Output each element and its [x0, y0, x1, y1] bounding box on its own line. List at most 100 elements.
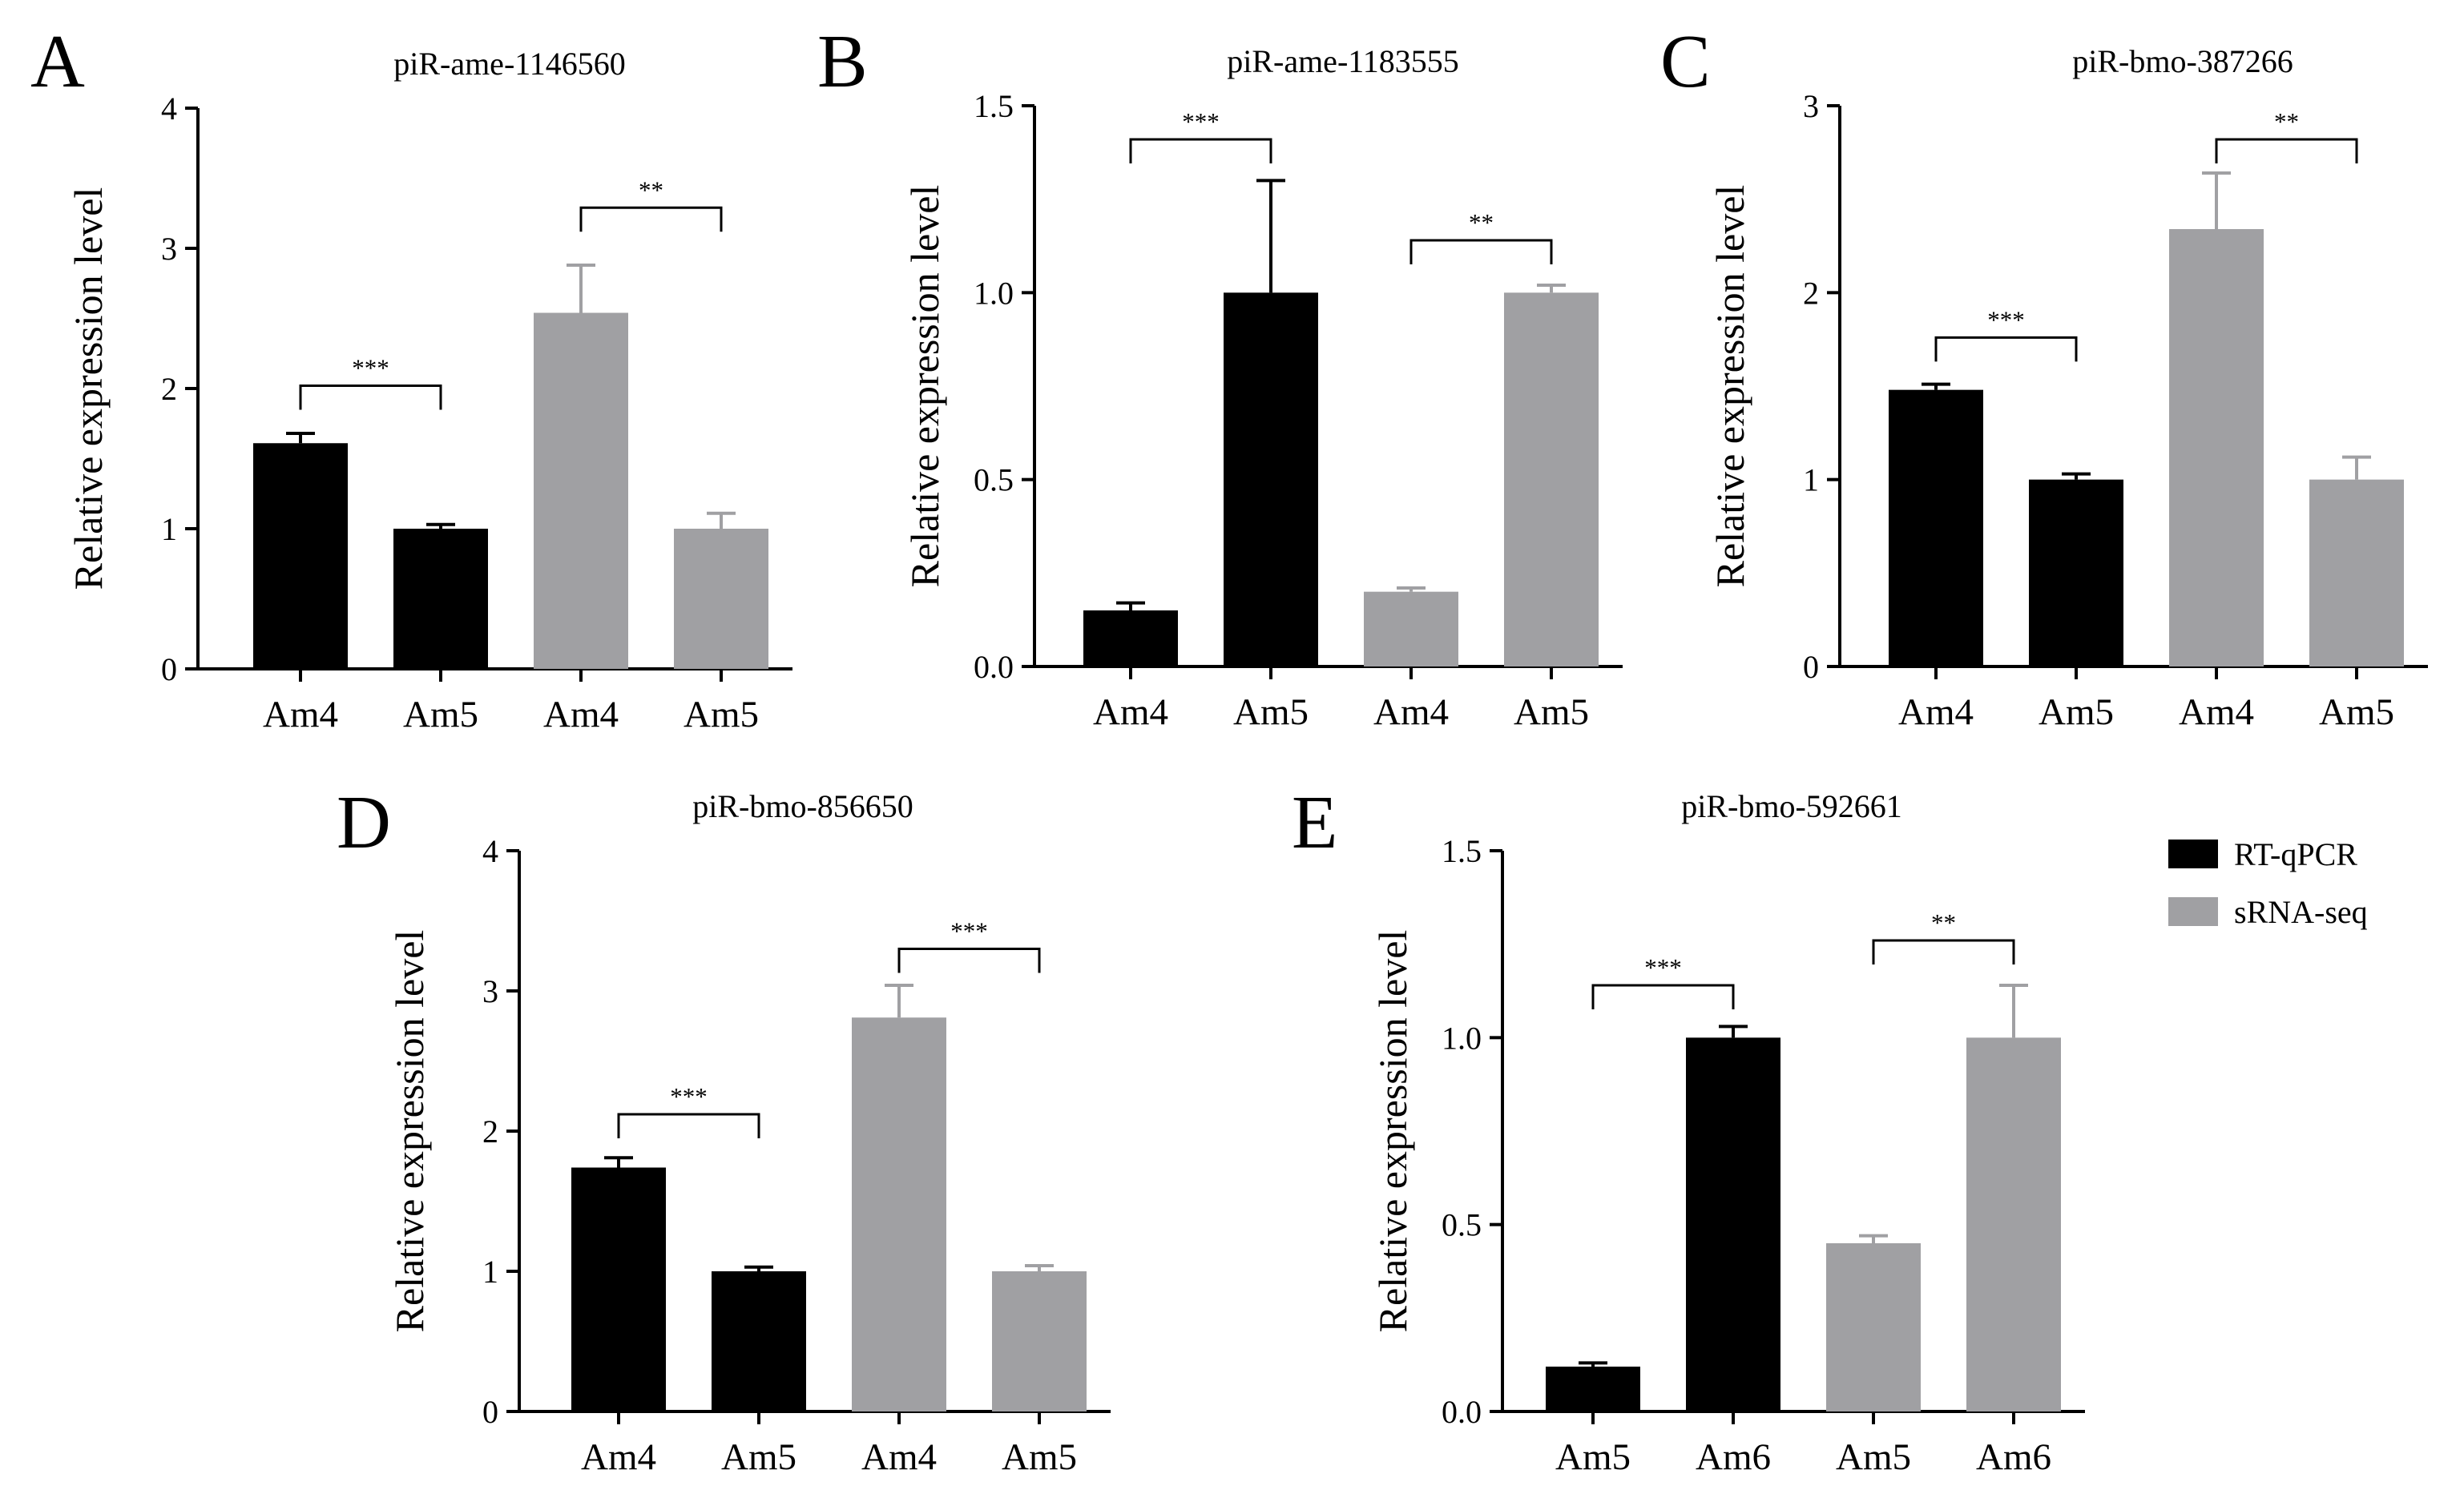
bar — [852, 1017, 946, 1411]
y-axis-label: Relative expression level — [1370, 930, 1415, 1333]
y-tick-label: 1 — [482, 1254, 498, 1290]
significance-bracket — [1591, 984, 1735, 1009]
bar — [2029, 479, 2123, 666]
bar — [1504, 292, 1599, 666]
y-axis-label: Relative expression level — [902, 185, 947, 588]
x-tick-label: Am5 — [684, 694, 759, 735]
significance-bracket — [299, 385, 442, 410]
x-tick-label: Am5 — [1002, 1436, 1077, 1478]
y-axis-label: Relative expression level — [1708, 185, 1752, 588]
y-tick-label: 0.5 — [974, 462, 1014, 498]
x-tick-label: Am5 — [2039, 691, 2114, 733]
x-tick-label: Am5 — [721, 1436, 796, 1478]
x-tick-label: Am5 — [1233, 691, 1309, 733]
significance-bracket — [897, 948, 1041, 973]
bar — [1546, 1367, 1640, 1411]
bar — [1966, 1037, 2061, 1411]
significance-label: ** — [1469, 208, 1494, 236]
x-tick-label: Am4 — [1093, 691, 1168, 733]
y-axis-label: Relative expression level — [387, 930, 432, 1333]
legend-swatch-rt-qpcr — [2168, 840, 2218, 868]
legend: RT-qPCR sRNA-seq — [2168, 836, 2368, 930]
y-tick-label: 2 — [161, 371, 177, 407]
y-tick-label: 0.5 — [1442, 1207, 1482, 1243]
bar — [393, 529, 488, 669]
legend-label-srna-seq: sRNA-seq — [2234, 894, 2368, 930]
x-tick-label: Am6 — [1976, 1436, 2051, 1478]
bar — [2169, 229, 2264, 666]
y-tick-label: 0 — [161, 651, 177, 687]
y-tick-label: 1.0 — [1442, 1020, 1482, 1056]
x-tick-label: Am4 — [543, 694, 619, 735]
x-tick-label: Am4 — [263, 694, 338, 735]
y-tick-label: 2 — [1803, 275, 1819, 311]
x-tick-label: Am4 — [861, 1436, 937, 1478]
panel-title: piR-bmo-387266 — [2072, 43, 2293, 79]
x-tick-label: Am5 — [1514, 691, 1589, 733]
y-tick-label: 0.0 — [1442, 1394, 1482, 1430]
panel-letter: D — [337, 781, 391, 864]
x-tick-label: Am5 — [403, 694, 478, 735]
y-tick-label: 4 — [482, 833, 498, 869]
bar — [253, 443, 348, 669]
bar — [712, 1271, 806, 1411]
y-tick-label: 1 — [161, 511, 177, 547]
bar — [674, 529, 768, 669]
legend-swatch-srna-seq — [2168, 897, 2218, 926]
x-tick-label: Am6 — [1696, 1436, 1771, 1478]
bar — [1826, 1243, 1921, 1411]
bar — [1889, 389, 1983, 666]
significance-bracket — [1872, 939, 2015, 964]
y-tick-label: 4 — [161, 91, 177, 127]
y-tick-label: 1.5 — [974, 88, 1014, 124]
significance-label: ** — [2274, 107, 2299, 135]
x-tick-label: Am5 — [2319, 691, 2394, 733]
x-tick-label: Am4 — [1373, 691, 1449, 733]
bar — [1083, 610, 1178, 666]
bar — [1224, 292, 1318, 666]
significance-label: ** — [1931, 908, 1956, 936]
panel-title: piR-ame-1146560 — [393, 46, 626, 82]
bar — [2309, 479, 2404, 666]
bar — [534, 312, 628, 669]
significance-label: *** — [670, 1082, 708, 1110]
y-tick-label: 0 — [1803, 649, 1819, 685]
panel-letter: C — [1660, 20, 1711, 103]
panel-title: piR-bmo-856650 — [692, 788, 913, 824]
bar — [571, 1167, 666, 1411]
x-tick-label: Am4 — [581, 1436, 656, 1478]
bar — [992, 1271, 1087, 1411]
y-axis-label: Relative expression level — [66, 187, 111, 590]
y-tick-label: 1.5 — [1442, 833, 1482, 869]
significance-label: *** — [352, 354, 389, 382]
significance-bracket — [617, 1113, 760, 1138]
y-tick-label: 3 — [161, 231, 177, 267]
y-tick-label: 1.0 — [974, 275, 1014, 311]
significance-label: *** — [950, 917, 988, 945]
significance-bracket — [1934, 336, 2078, 362]
y-tick-label: 1 — [1803, 462, 1819, 498]
y-tick-label: 3 — [482, 973, 498, 1009]
x-tick-label: Am5 — [1836, 1436, 1911, 1478]
significance-label: *** — [1644, 953, 1682, 981]
x-tick-label: Am4 — [1898, 691, 1974, 733]
bar — [1686, 1037, 1780, 1411]
panel-title: piR-bmo-592661 — [1681, 788, 1902, 824]
significance-bracket — [1129, 138, 1272, 163]
y-tick-label: 3 — [1803, 88, 1819, 124]
significance-label: *** — [1987, 305, 2025, 333]
x-tick-label: Am4 — [2179, 691, 2254, 733]
panel-letter: B — [817, 20, 868, 103]
panel-letter: A — [30, 20, 85, 103]
significance-bracket — [2215, 138, 2358, 163]
legend-label-rt-qpcr: RT-qPCR — [2234, 836, 2357, 872]
significance-bracket — [579, 206, 723, 232]
panel-letter: E — [1292, 781, 1337, 864]
significance-bracket — [1409, 239, 1553, 264]
x-tick-label: Am5 — [1555, 1436, 1631, 1478]
